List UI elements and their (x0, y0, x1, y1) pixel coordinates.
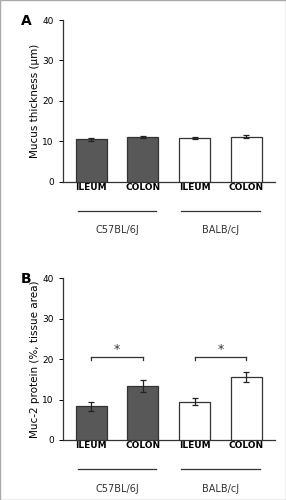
Bar (231, 136, 262, 182)
Text: B: B (21, 272, 31, 286)
Text: BALB/cJ: BALB/cJ (202, 225, 239, 235)
Bar (128, 136, 158, 182)
Bar (179, 138, 210, 182)
Text: BALB/cJ: BALB/cJ (202, 484, 239, 494)
Y-axis label: Muc-2 protein (%, tissue area): Muc-2 protein (%, tissue area) (30, 280, 40, 438)
Bar (76, 406, 107, 440)
Bar (179, 402, 210, 440)
Bar (76, 139, 107, 182)
Bar (231, 377, 262, 440)
Text: A: A (21, 14, 31, 28)
Bar (128, 386, 158, 440)
Text: *: * (217, 344, 223, 356)
Text: C57BL/6J: C57BL/6J (95, 484, 139, 494)
Text: C57BL/6J: C57BL/6J (95, 225, 139, 235)
Y-axis label: Mucus thickness (μm): Mucus thickness (μm) (30, 44, 40, 158)
Text: *: * (114, 344, 120, 356)
